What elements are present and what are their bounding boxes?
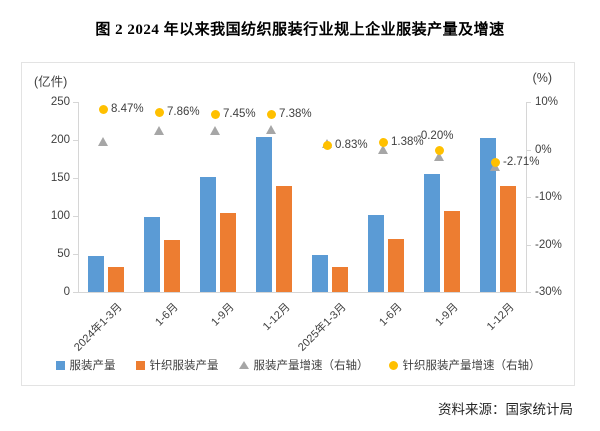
growth-data-label: 1.38% [391, 136, 424, 149]
legend: 服装产量 针织服装产量 服装产量增速（右轴） 针织服装产量增速（右轴） [22, 357, 574, 373]
legend-square-icon [55, 360, 65, 370]
source-note: 资料来源：国家统计局 [438, 402, 573, 417]
y-tick-mark-right [526, 244, 531, 246]
y-tick-mark-left [73, 140, 78, 141]
growth-triangle-marker [434, 151, 444, 161]
right-axis-unit-label: (%) [532, 71, 552, 85]
left-axis-unit-label: (亿件) [34, 75, 68, 89]
y-tick-mark-right [526, 292, 531, 293]
legend-item: 针织服装产量 [135, 357, 219, 373]
growth-dot-marker [322, 141, 332, 151]
growth-dot-marker [210, 109, 220, 119]
y-tick-mark-right [526, 197, 531, 198]
x-axis-baseline [78, 292, 527, 293]
legend-triangle-icon [238, 361, 249, 369]
legend-square-icon [135, 360, 145, 370]
y-tick-label-left: 150 [50, 172, 70, 184]
growth-data-label: 8.47% [111, 102, 144, 115]
left-axis-line [78, 102, 79, 292]
bar-knitted-garment-output [500, 185, 516, 292]
legend-label: 服装产量增速（右轴） [253, 360, 369, 372]
growth-data-label: -0.20% [417, 130, 454, 143]
legend-item: 针织服装产量增速（右轴） [388, 357, 541, 373]
bar-garment-output [480, 137, 496, 292]
bar-knitted-garment-output [276, 185, 292, 292]
y-tick-mark-left [73, 254, 78, 255]
y-tick-mark-left [73, 102, 78, 103]
bar-knitted-garment-output [108, 266, 124, 292]
legend-item: 服装产量增速（右轴） [238, 357, 369, 373]
growth-data-label: 7.86% [167, 105, 200, 118]
growth-dot-marker [490, 157, 500, 167]
y-tick-label-right: 10% [535, 96, 559, 108]
y-tick-label-left: 50 [57, 248, 70, 260]
bar-knitted-garment-output [444, 210, 460, 292]
growth-dot-marker [378, 138, 388, 148]
legend-label: 针织服装产量 [149, 360, 219, 372]
bar-garment-output [368, 215, 384, 292]
legend-circle-icon [388, 360, 398, 370]
growth-dot-marker [434, 145, 444, 155]
bar-garment-output [424, 174, 440, 292]
y-tick-mark-left [73, 292, 78, 293]
growth-triangle-marker [266, 125, 276, 135]
growth-dot-marker [98, 104, 108, 114]
bar-garment-output [256, 136, 272, 292]
y-tick-mark-right [526, 149, 531, 151]
chart-box: (亿件) (%) 0 50 100 150 200 250 10% 0% -10% -20% -30… [21, 62, 575, 386]
bar-knitted-garment-output [332, 266, 348, 292]
legend-label: 服装产量 [69, 360, 116, 372]
y-tick-mark-right [526, 102, 531, 103]
plot-area: 0 50 100 150 200 250 10% 0% -10% -20% -30% 8.47% 7.8… [51, 96, 562, 354]
y-tick-mark-left [73, 216, 78, 217]
legend-item: 服装产量 [55, 357, 116, 373]
growth-triangle-marker [378, 145, 388, 155]
bar-knitted-garment-output [220, 212, 236, 292]
chart-title: 图 2 2024 年以来我国纺织服装行业规上企业服装产量及增速 [95, 22, 505, 38]
y-tick-label-left: 250 [50, 96, 70, 108]
bar-knitted-garment-output [388, 238, 404, 292]
y-tick-label-right: -20% [535, 238, 562, 251]
bar-knitted-garment-output [164, 240, 180, 292]
y-tick-label-right: -30% [535, 286, 562, 298]
growth-triangle-marker [98, 136, 108, 146]
growth-data-label: 7.38% [279, 107, 312, 120]
bar-garment-output [312, 254, 328, 292]
y-tick-label-right: 0% [535, 143, 552, 156]
y-tick-label-right: -10% [535, 191, 562, 203]
bar-garment-output [88, 255, 104, 292]
bar-garment-output [200, 177, 216, 292]
legend-label: 针织服装产量增速（右轴） [402, 360, 541, 372]
growth-dot-marker [266, 109, 276, 119]
growth-dot-marker [154, 107, 164, 117]
y-tick-label-left: 100 [50, 210, 70, 222]
growth-data-label: 0.83% [335, 139, 368, 152]
y-tick-label-left: 200 [50, 134, 70, 146]
growth-data-label: 7.45% [223, 107, 256, 120]
growth-triangle-marker [154, 125, 164, 135]
y-tick-label-left: 0 [63, 286, 70, 298]
growth-data-label: -2.71% [503, 155, 540, 168]
bar-garment-output [144, 216, 160, 292]
y-tick-mark-left [73, 178, 78, 179]
growth-triangle-marker [210, 125, 220, 135]
